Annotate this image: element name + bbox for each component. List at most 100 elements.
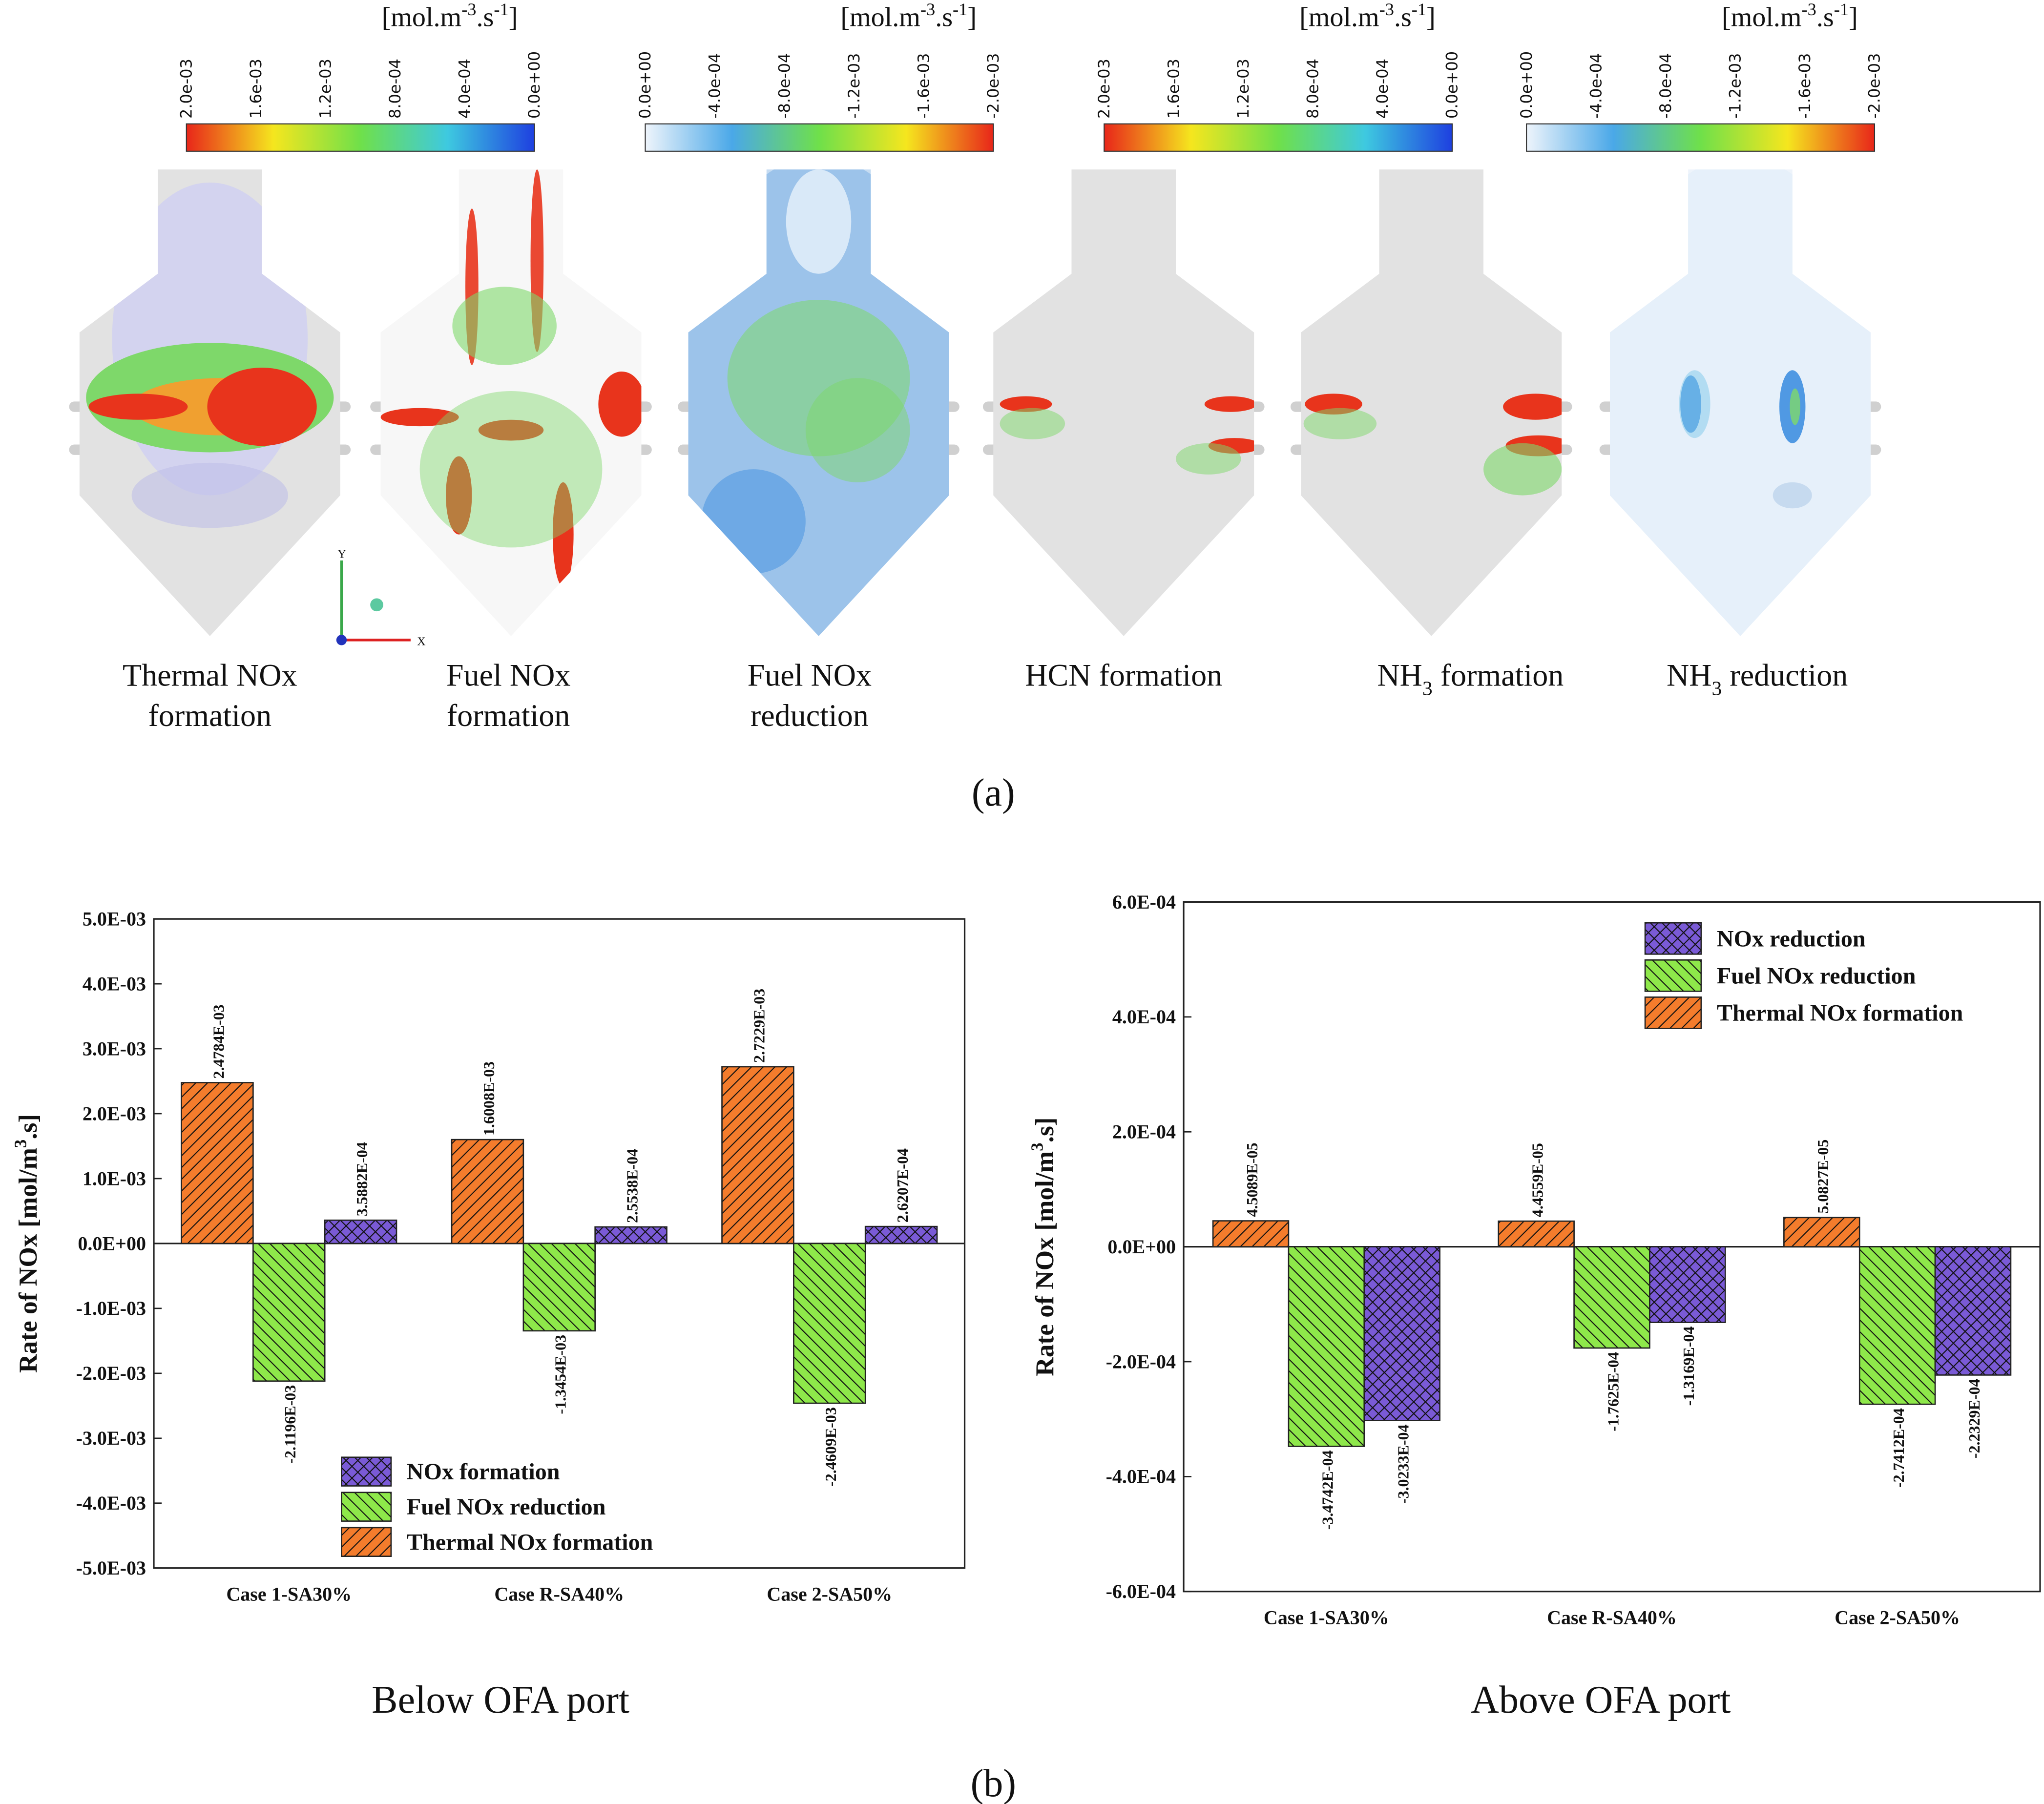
- contour-label: HCN formation: [1025, 658, 1222, 692]
- colorbar-tick-label: -1.6e-03: [914, 53, 933, 119]
- y-tick-label: 2.0E-04: [1112, 1121, 1176, 1143]
- colorbar-tick-label: -1.6e-03: [1795, 53, 1814, 119]
- colorbar-unit: [mol.m-3.s-1]: [382, 0, 518, 32]
- colorbar-tick-label: 1.6e-03: [247, 59, 265, 119]
- contour-region: [207, 367, 317, 446]
- legend-swatch: [341, 1527, 392, 1557]
- text-part: -3: [461, 0, 476, 19]
- text-part: [mol.m: [1722, 2, 1801, 33]
- legend-label: Thermal NOx formation: [407, 1529, 653, 1555]
- colorbar-tick-label: 1.2e-03: [316, 59, 335, 119]
- text-part: 3: [1028, 1142, 1047, 1151]
- value-label: 5.0827E-05: [1814, 1140, 1832, 1214]
- contour: [1000, 396, 1254, 475]
- bar: [252, 1243, 326, 1382]
- y-axis-label: Rate of NOx [mol/m3.s]: [1028, 1118, 1059, 1376]
- text-part: Thermal NOx: [123, 658, 297, 692]
- value-label: -1.3454E-03: [552, 1335, 569, 1414]
- colorbar: [186, 123, 535, 152]
- colorbar: [1104, 123, 1453, 152]
- value-label: 4.4559E-05: [1529, 1143, 1546, 1217]
- y-tick-label: 6.0E-04: [1112, 891, 1176, 913]
- value-label: 2.6207E-04: [894, 1148, 911, 1223]
- contour-region: [419, 391, 603, 548]
- contour-label: formation: [447, 698, 570, 733]
- x-tick-label: Case R-SA40%: [1547, 1606, 1677, 1628]
- text-part: Rate of NOx [mol/m: [13, 1148, 42, 1373]
- text-part: formation: [1433, 658, 1564, 692]
- bar: [324, 1219, 397, 1244]
- legend-swatch: [1644, 996, 1702, 1029]
- value-label: 1.6008E-03: [480, 1061, 498, 1136]
- text-part: .s: [935, 2, 953, 33]
- colorbar-tick-label: -1.2e-03: [1726, 53, 1745, 119]
- contour-region: [1790, 388, 1800, 425]
- colorbar-tick-label: 0.0e+00: [636, 51, 654, 119]
- text-part: -3: [1379, 0, 1394, 19]
- contour-region: [1503, 394, 1562, 420]
- value-label: -1.7625E-04: [1604, 1352, 1622, 1431]
- value-label: 2.7229E-03: [750, 989, 768, 1063]
- text-part: [mol.m: [1299, 2, 1379, 33]
- y-tick-label: 0.0E+00: [1107, 1236, 1176, 1258]
- y-tick-label: -3.0E-03: [76, 1427, 146, 1449]
- text-part: -1: [1834, 0, 1849, 19]
- y-tick-label: -1.0E-03: [76, 1297, 146, 1319]
- contour-region: [1483, 443, 1562, 496]
- contour-label: reduction: [751, 698, 869, 733]
- text-part: -3: [920, 0, 935, 19]
- text-part: 3: [11, 1140, 30, 1148]
- colorbar-unit: [mol.m-3.s-1]: [1299, 0, 1436, 32]
- contour: [1610, 169, 1871, 636]
- bar: [1783, 1217, 1860, 1247]
- legend-label: Fuel NOx reduction: [1717, 963, 1916, 989]
- value-label: -2.4609E-03: [822, 1407, 839, 1487]
- text-part: ]: [1426, 2, 1436, 33]
- text-part: formation: [148, 698, 272, 733]
- legend-label: Thermal NOx formation: [1717, 1000, 1963, 1026]
- value-label: 2.5538E-04: [623, 1149, 641, 1223]
- colorbar-tick-label: 0.0e+00: [1517, 51, 1536, 119]
- text-part: [mol.m: [382, 2, 461, 33]
- colorbar-tick-label: -8.0e-04: [775, 53, 793, 119]
- legend-swatch: [341, 1456, 392, 1487]
- axis-label: Y: [337, 548, 346, 561]
- chart-caption: Below OFA port: [372, 1679, 629, 1721]
- value-label: 3.5882E-04: [353, 1142, 371, 1216]
- y-tick-label: -6.0E-04: [1106, 1580, 1176, 1602]
- text-part: .s]: [13, 1114, 42, 1140]
- contour-label: Fuel NOx: [446, 658, 570, 692]
- bar: [721, 1066, 794, 1244]
- colorbar-tick-label: -2.0e-03: [984, 53, 1002, 119]
- value-label: 4.5089E-05: [1243, 1142, 1261, 1217]
- axis-label: X: [417, 636, 425, 648]
- value-label: -2.7412E-04: [1890, 1408, 1907, 1488]
- contour-region: [452, 287, 557, 365]
- colorbar-tick-label: 8.0e-04: [386, 59, 404, 119]
- y-tick-label: -4.0E-04: [1106, 1466, 1176, 1488]
- value-label: -2.2329E-04: [1965, 1379, 1983, 1458]
- y-tick-label: -5.0E-03: [76, 1557, 146, 1579]
- x-tick-label: Case 1-SA30%: [226, 1583, 352, 1605]
- text-part: .s: [477, 2, 494, 33]
- text-part: 3: [1712, 678, 1722, 700]
- legend-label: NOx formation: [407, 1459, 560, 1485]
- contour: [688, 169, 949, 636]
- text-part: -3: [1802, 0, 1816, 19]
- colorbar-tick-label: 1.2e-03: [1234, 59, 1252, 119]
- colorbar-tick-label: -4.0e-04: [706, 53, 724, 119]
- bar: [181, 1082, 254, 1244]
- furnace: [993, 169, 1254, 636]
- panel-label: (b): [971, 1762, 1016, 1804]
- text-part: -1: [953, 0, 967, 19]
- colorbar-tick-label: 0.0e+00: [1443, 51, 1461, 119]
- legend-swatch: [1644, 922, 1702, 955]
- bar: [793, 1243, 866, 1404]
- contour: [1303, 394, 1562, 496]
- legend-label: Fuel NOx reduction: [407, 1494, 606, 1520]
- bar: [864, 1225, 938, 1244]
- text-part: -1: [1412, 0, 1426, 19]
- axis-marker: [370, 598, 383, 612]
- colorbar: [1526, 123, 1876, 152]
- contour-label: Fuel NOx: [748, 658, 872, 692]
